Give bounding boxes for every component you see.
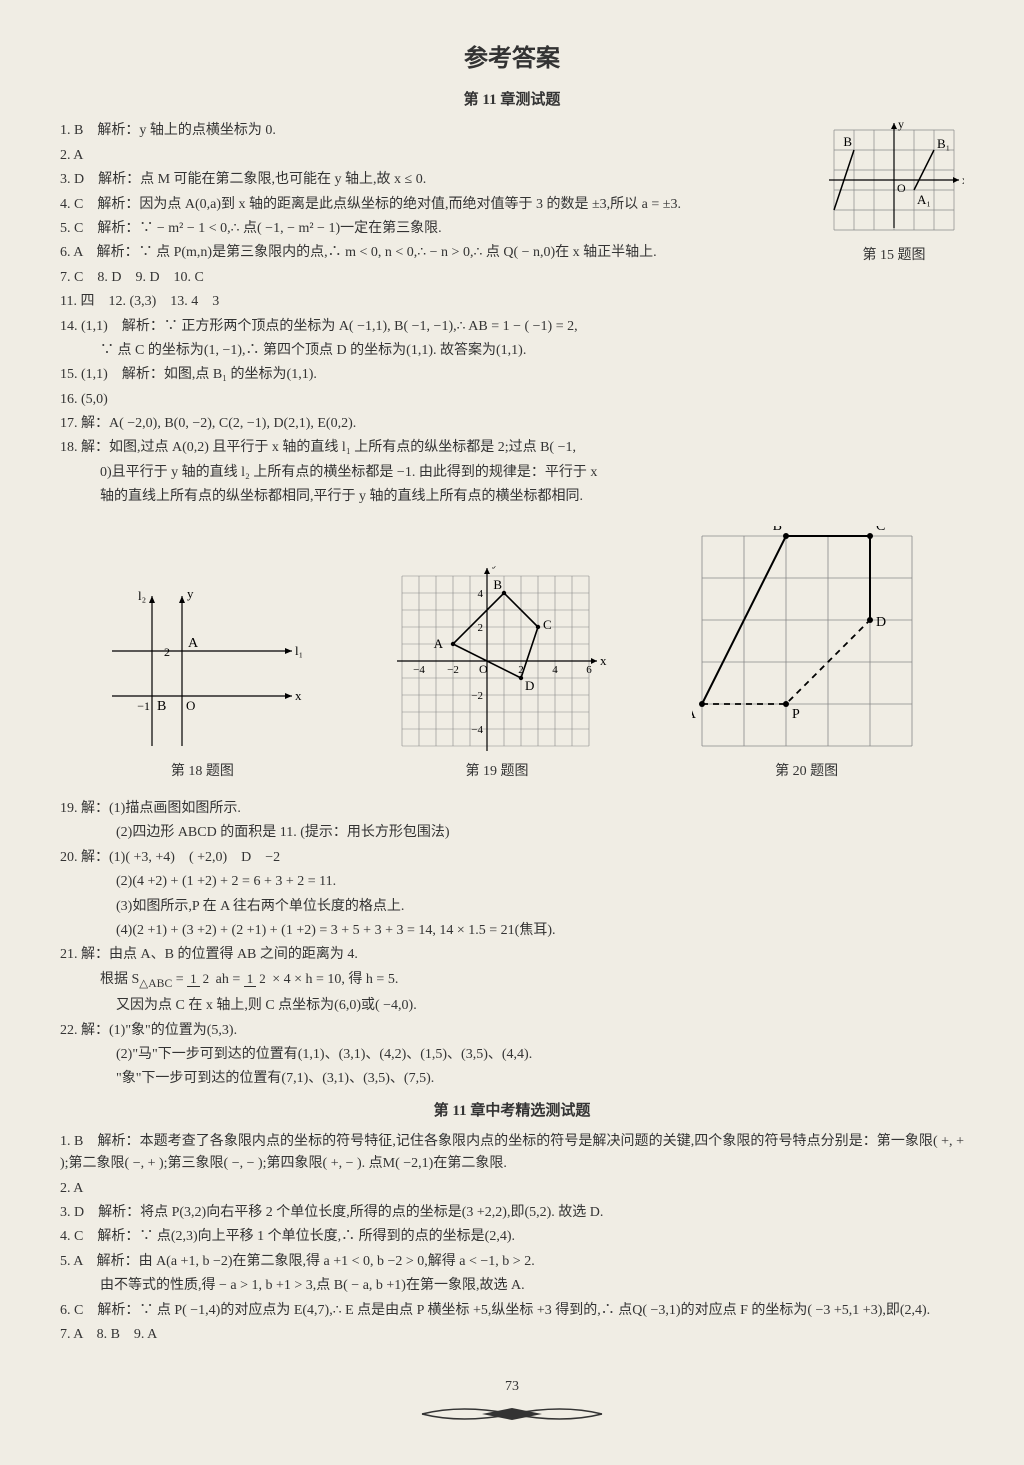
svg-text:−2: −2 [447,664,459,676]
figure-15-block: xyOABA₁B₁ 第 15 题图 [824,120,964,267]
figure-20-caption: 第 20 题图 [692,761,922,783]
svg-text:O: O [186,698,195,713]
svg-text:x: x [962,173,964,187]
svg-text:A: A [434,636,444,651]
svg-text:A₁: A₁ [917,192,931,207]
answer-item: 7. A 8. B 9. A [60,1324,964,1346]
answer-item: 4. C 解析：∵ 点(2,3)向上平移 1 个单位长度,∴ 所得到的点的坐标是… [60,1226,964,1248]
formula-21: 根据 S△ABC = 12 ah = 12 × 4 × h = 10, 得 h … [60,969,964,993]
svg-text:−1: −1 [138,699,151,713]
svg-text:A: A [188,636,199,651]
answer-item: ∵ 点 C 的坐标为(1, −1),∴ 第四个顶点 D 的坐标为(1,1). 故… [60,340,964,362]
answer-item: 0)且平行于 y 轴的直线 l₂ 上所有点的横坐标都是 −1. 由此得到的规律是… [60,462,964,484]
section1-items3: 又因为点 C 在 x 轴上,则 C 点坐标为(6,0)或( −4,0). 22. … [60,995,964,1091]
svg-text:B: B [772,526,781,534]
figure-15-caption: 第 15 题图 [824,245,964,267]
answer-item: "象"下一步可到达的位置有(7,1)、(3,1)、(3,5)、(7,5). [60,1068,964,1090]
svg-text:x: x [600,653,607,668]
section-heading-2: 第 11 章中考精选测试题 [60,1099,964,1123]
svg-text:B: B [493,577,502,592]
figure-18-caption: 第 18 题图 [102,761,302,783]
svg-text:−4: −4 [413,664,425,676]
answer-item: 20. 解：(1)( +3, +4) ( +2,0) D −2 [60,847,964,869]
answer-item: (2)(4 +2) + (1 +2) + 2 = 6 + 3 + 2 = 11. [60,871,964,893]
svg-text:D: D [525,678,534,693]
svg-text:y: y [898,120,904,131]
svg-text:x: x [295,688,302,703]
figure-15-svg: xyOABA₁B₁ [824,120,964,240]
figure-20-block: A B C D P 第 20 题图 [692,526,922,783]
answer-item: 由不等式的性质,得 − a > 1, b +1 > 3,点 B( − a, b … [60,1275,964,1297]
svg-text:2: 2 [477,622,483,634]
figures-row: x y O A B 2 −1 l₁ l₂ 第 18 题图 x y O −4 −2 2 4 6 4 2 −2 −4 A B C… [60,526,964,783]
svg-text:B: B [843,134,852,149]
answer-item: (3)如图所示,P 在 A 往右两个单位长度的格点上. [60,896,964,918]
answer-item: (2)四边形 ABCD 的面积是 11. (提示：用长方形包围法) [60,822,964,844]
ornament-icon [412,1404,612,1424]
answer-item: 17. 解：A( −2,0), B(0, −2), C(2, −1), D(2,… [60,413,964,435]
page-title: 参考答案 [60,40,964,78]
svg-text:4: 4 [477,588,483,600]
answer-item: 11. 四 12. (3,3) 13. 4 3 [60,291,964,313]
svg-text:O: O [897,181,906,195]
svg-text:A: A [692,707,697,722]
svg-text:C: C [876,526,885,534]
answer-item: 轴的直线上所有点的纵坐标都相同,平行于 y 轴的直线上所有点的横坐标都相同. [60,486,964,508]
figure-20-svg: A B C D P [692,526,922,756]
answer-item: 1. B 解析：本题考查了各象限内点的坐标的符号特征,记住各象限内点的坐标的符号… [60,1131,964,1176]
svg-text:2: 2 [164,645,170,659]
svg-text:D: D [876,615,886,630]
answer-item: 21. 解：由点 A、B 的位置得 AB 之间的距离为 4. [60,944,964,966]
figure-19-svg: xyO−4−224642−2−4ABCD [387,566,607,756]
svg-text:−2: −2 [471,690,483,702]
svg-text:B₁: B₁ [937,136,950,151]
answer-item: 22. 解：(1)"象"的位置为(5,3). [60,1020,964,1042]
figure-18-block: x y O A B 2 −1 l₁ l₂ 第 18 题图 [102,586,302,783]
svg-text:l₂: l₂ [138,588,146,603]
section2-items: 1. B 解析：本题考查了各象限内点的坐标的符号特征,记住各象限内点的坐标的符号… [60,1131,964,1347]
page-number-block: 73 [60,1376,964,1423]
answer-item: 又因为点 C 在 x 轴上,则 C 点坐标为(6,0)或( −4,0). [60,995,964,1017]
page-number: 73 [60,1376,964,1398]
svg-text:C: C [543,617,552,632]
answer-item: 14. (1,1) 解析：∵ 正方形两个顶点的坐标为 A( −1,1), B( … [60,316,964,338]
svg-text:y: y [187,586,194,601]
svg-text:O: O [479,662,488,676]
answer-item: 5. A 解析：由 A(a +1, b −2)在第二象限,得 a +1 < 0,… [60,1251,964,1273]
answer-item: 19. 解：(1)描点画图如图所示. [60,798,964,820]
figure-19-caption: 第 19 题图 [387,761,607,783]
svg-text:4: 4 [552,664,558,676]
answer-item: (2)"马"下一步可到达的位置有(1,1)、(3,1)、(4,2)、(1,5)、… [60,1044,964,1066]
answer-item: 2. A [60,1178,964,1200]
answer-item: 6. C 解析：∵ 点 P( −1,4)的对应点为 E(4,7),∴ E 点是由… [60,1300,964,1322]
section-heading-1: 第 11 章测试题 [60,88,964,112]
svg-text:P: P [792,707,800,722]
figure-18-svg: x y O A B 2 −1 l₁ l₂ [102,586,302,756]
answer-item: (4)(2 +1) + (3 +2) + (2 +1) + (1 +2) = 3… [60,920,964,942]
figure-19-block: xyO−4−224642−2−4ABCD 第 19 题图 [387,566,607,783]
svg-text:l₁: l₁ [295,643,302,658]
answer-item: 18. 解：如图,过点 A(0,2) 且平行于 x 轴的直线 l₁ 上所有点的纵… [60,437,964,459]
answer-item: 3. D 解析：将点 P(3,2)向右平移 2 个单位长度,所得的点的坐标是(3… [60,1202,964,1224]
answer-item: 7. C 8. D 9. D 10. C [60,267,964,289]
answer-item: 16. (5,0) [60,389,964,411]
section1-items2: 19. 解：(1)描点画图如图所示.(2)四边形 ABCD 的面积是 11. (… [60,798,964,967]
answer-item: 15. (1,1) 解析：如图,点 B₁ 的坐标为(1,1). [60,364,964,386]
svg-text:6: 6 [586,664,592,676]
svg-text:y: y [492,566,499,569]
svg-text:B: B [157,699,166,714]
svg-text:−4: −4 [471,724,483,736]
